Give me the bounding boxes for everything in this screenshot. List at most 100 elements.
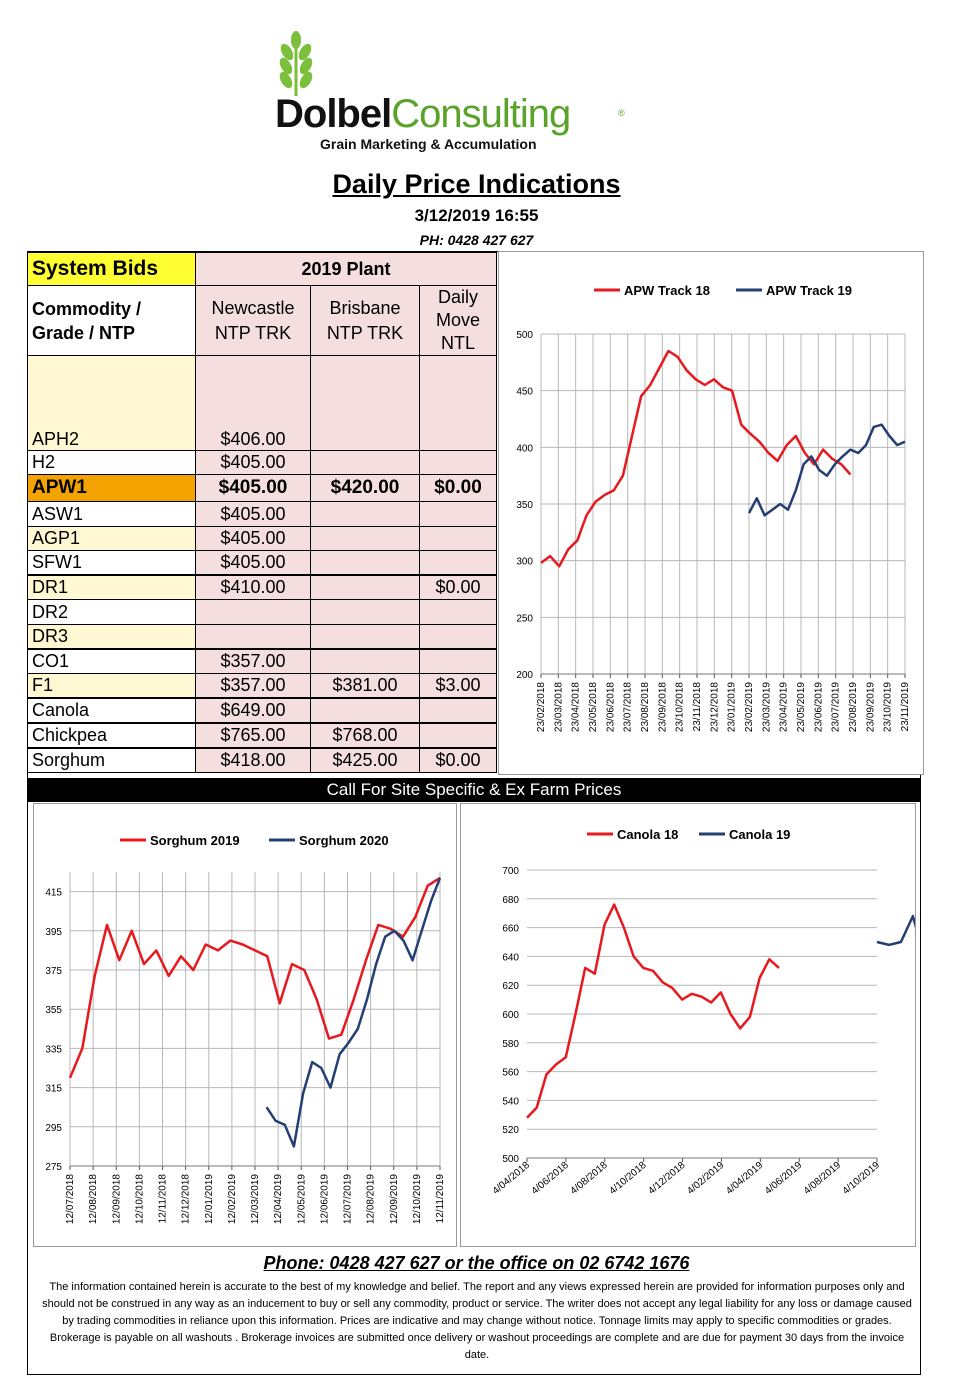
- y-tick-label: 335: [45, 1044, 62, 1055]
- x-tick-label: 23/02/2019: [744, 682, 755, 732]
- y-tick-label: 680: [502, 895, 519, 906]
- y-tick-label: 375: [45, 966, 62, 977]
- table-row-highlight: APW1 $405.00 $420.00 $0.00: [27, 474, 497, 502]
- brisbane-cell: $768.00: [310, 721, 420, 748]
- grade-cell: H2: [27, 450, 196, 475]
- brisbane-cell: [310, 624, 420, 649]
- table-row: AGP1 $405.00: [27, 526, 497, 551]
- series-line-1: [526, 903, 780, 1119]
- move-cell: [419, 501, 497, 527]
- newcastle-cell: $405.00: [195, 450, 311, 475]
- x-tick-label: 12/09/2019: [389, 1174, 400, 1224]
- x-tick-label: 23/05/2019: [796, 682, 807, 732]
- brisbane-cell: [310, 355, 420, 451]
- newcastle-cell: $405.00: [195, 501, 311, 527]
- x-tick-label: 23/12/2018: [709, 682, 720, 732]
- report-frame: [27, 251, 921, 1375]
- grade-cell: APW1: [27, 474, 196, 502]
- brisbane-cell: [310, 550, 420, 575]
- brisbane-cell: $381.00: [310, 673, 420, 698]
- y-tick-label: 640: [502, 952, 519, 963]
- legend-label: Canola 19: [729, 827, 790, 842]
- x-tick-label: 4/06/2019: [763, 1160, 804, 1197]
- y-tick-label: 200: [516, 670, 533, 681]
- table-row: DR1 $410.00 $0.00: [27, 573, 497, 600]
- series-line-2: [876, 914, 915, 947]
- grade-cell: SFW1: [27, 550, 196, 575]
- grade-cell: Sorghum: [27, 746, 196, 773]
- move-cell: $0.00: [419, 746, 497, 773]
- move-cell: $0.00: [419, 573, 497, 600]
- table-row: Canola $649.00: [27, 696, 497, 723]
- newcastle-cell: $765.00: [195, 721, 311, 748]
- x-tick-label: 12/07/2019: [343, 1174, 354, 1224]
- x-tick-label: 23/06/2018: [605, 682, 616, 732]
- x-tick-label: 4/06/2018: [530, 1160, 571, 1197]
- move-cell: [419, 355, 497, 451]
- table-row: DR2: [27, 599, 497, 625]
- x-tick-label: 23/08/2018: [640, 682, 651, 732]
- newcastle-cell: $649.00: [195, 696, 311, 723]
- legend-label: Sorghum 2019: [150, 833, 240, 848]
- x-tick-label: 4/08/2019: [802, 1160, 843, 1197]
- grade-cell: DR2: [27, 599, 196, 625]
- grade-cell: Canola: [27, 696, 196, 723]
- x-tick-label: 4/10/2018: [607, 1160, 648, 1197]
- y-tick-label: 315: [45, 1084, 62, 1095]
- col-move: Daily Move NTL: [419, 285, 497, 356]
- x-tick-label: 4/12/2018: [646, 1160, 687, 1197]
- grade-cell: ASW1: [27, 501, 196, 527]
- x-tick-label: 12/08/2018: [88, 1174, 99, 1224]
- grade-cell: APH2: [27, 355, 196, 451]
- x-tick-label: 12/10/2018: [134, 1174, 145, 1224]
- grade-cell: CO1: [27, 647, 196, 674]
- logo-wordmark: DolbelConsulting: [275, 92, 571, 136]
- legend-label: APW Track 18: [624, 283, 710, 298]
- y-tick-label: 250: [516, 613, 533, 624]
- x-tick-label: 23/11/2018: [692, 682, 703, 732]
- x-tick-label: 12/11/2018: [158, 1174, 169, 1224]
- table-row: SFW1 $405.00: [27, 550, 497, 575]
- y-tick-label: 700: [502, 866, 519, 877]
- x-tick-label: 12/04/2019: [273, 1174, 284, 1224]
- x-tick-label: 12/05/2019: [296, 1174, 307, 1224]
- y-tick-label: 295: [45, 1123, 62, 1134]
- x-tick-label: 23/10/2018: [675, 682, 686, 732]
- y-tick-label: 450: [516, 387, 533, 398]
- logo-tagline: Grain Marketing & Accumulation: [320, 136, 537, 152]
- grade-cell: DR1: [27, 573, 196, 600]
- move-cell: $0.00: [419, 474, 497, 502]
- x-tick-label: 4/04/2019: [724, 1160, 765, 1197]
- call-banner: Call For Site Specific & Ex Farm Prices: [28, 778, 920, 802]
- y-tick-label: 400: [516, 443, 533, 454]
- y-tick-label: 600: [502, 1010, 519, 1021]
- table-row: H2 $405.00: [27, 450, 497, 475]
- report-datetime: 3/12/2019 16:55: [414, 206, 539, 225]
- move-cell: [419, 450, 497, 475]
- logo: DolbelConsulting ® Grain Marketing & Acc…: [270, 30, 630, 160]
- brisbane-cell: [310, 696, 420, 723]
- x-tick-label: 12/12/2018: [181, 1174, 192, 1224]
- brisbane-cell: [310, 599, 420, 625]
- system-bids-label: System Bids: [27, 252, 196, 286]
- x-tick-label: 12/11/2019: [435, 1174, 446, 1224]
- x-tick-label: 12/10/2019: [412, 1174, 423, 1224]
- series-line-2: [265, 877, 442, 1148]
- brisbane-cell: [310, 450, 420, 475]
- x-tick-label: 23/03/2018: [553, 682, 564, 732]
- y-tick-label: 560: [502, 1068, 519, 1079]
- y-tick-label: 355: [45, 1005, 62, 1016]
- y-tick-label: 415: [45, 888, 62, 899]
- y-tick-label: 540: [502, 1096, 519, 1107]
- header-phone: PH: 0428 427 627: [419, 232, 534, 248]
- move-cell: [419, 647, 497, 674]
- x-tick-label: 12/09/2018: [111, 1174, 122, 1224]
- move-cell: [419, 599, 497, 625]
- x-tick-label: 4/08/2018: [569, 1160, 610, 1197]
- newcastle-cell: $357.00: [195, 647, 311, 674]
- legend-label: Sorghum 2020: [299, 833, 389, 848]
- bids-table: System Bids 2019 Plant Commodity / Grade…: [27, 252, 497, 773]
- brisbane-cell: [310, 573, 420, 600]
- move-cell: [419, 696, 497, 723]
- x-tick-label: 23/04/2019: [779, 682, 790, 732]
